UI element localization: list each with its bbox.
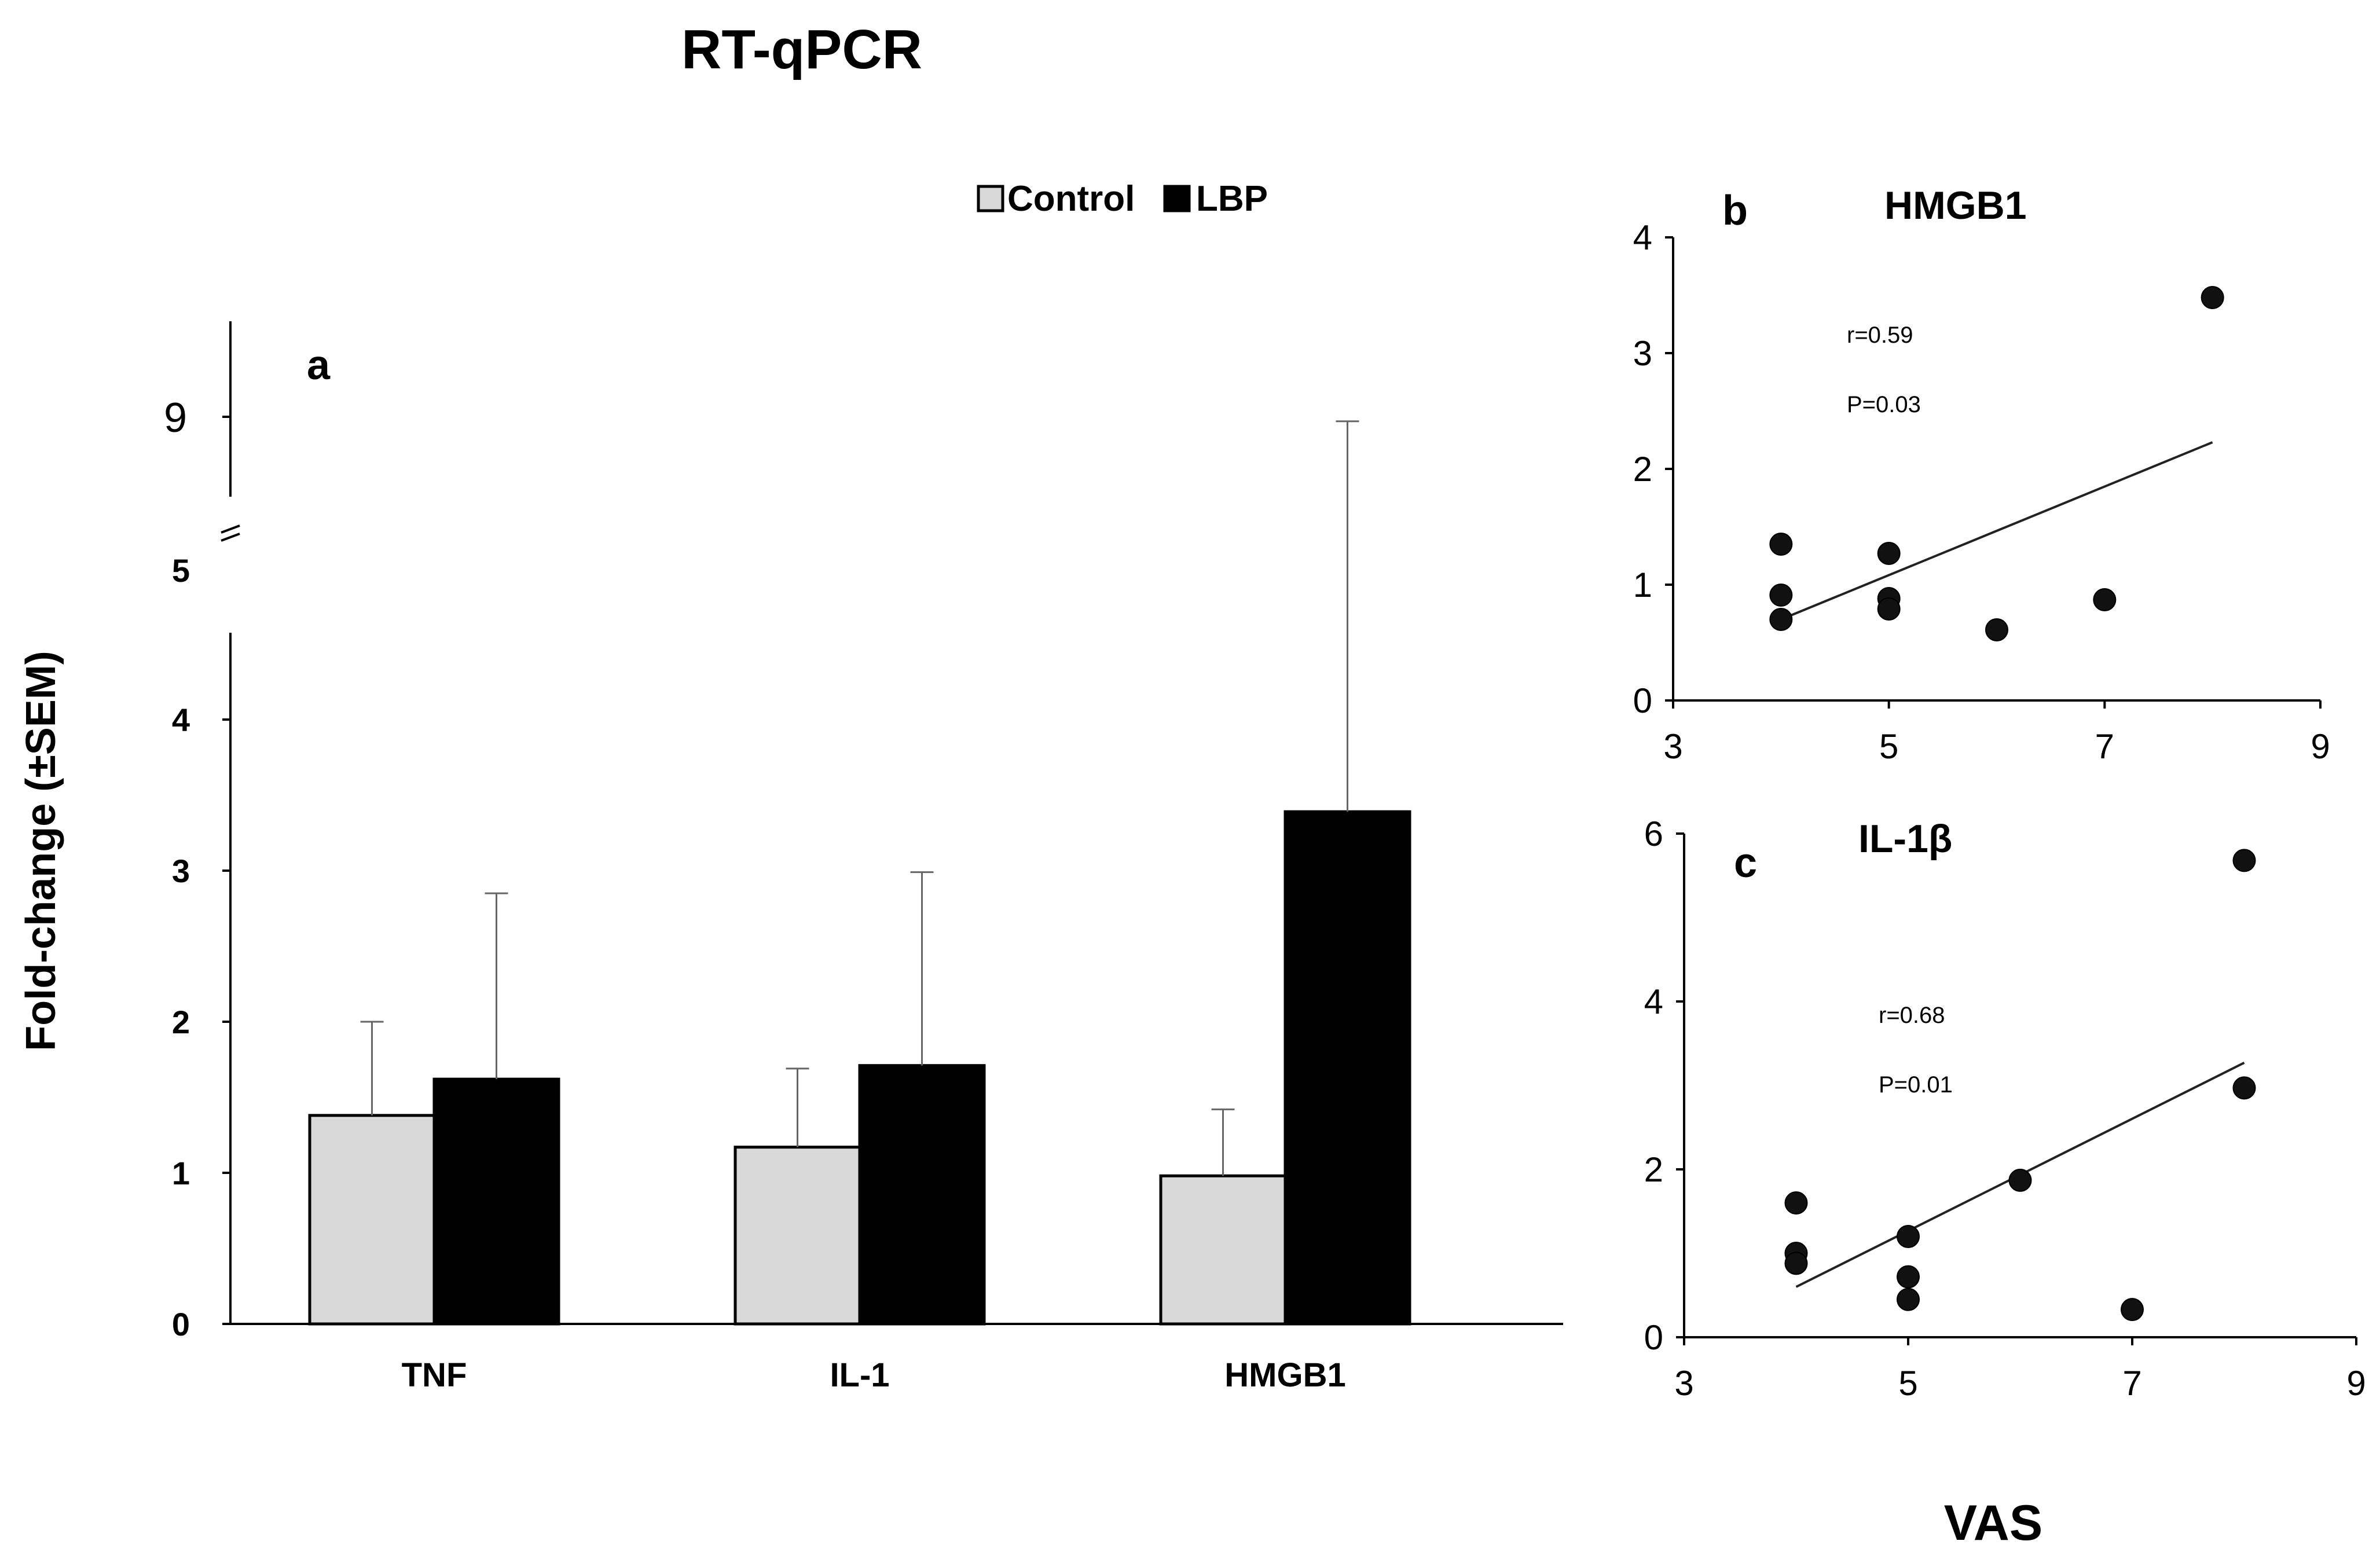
scatter-point — [1769, 533, 1793, 556]
legend: Control LBP — [977, 179, 1268, 219]
scatter-point — [1985, 618, 2008, 641]
scatter-title-hmgb1: HMGB1 — [1884, 184, 2027, 228]
scatter-point — [2201, 286, 2224, 309]
bar-chart-panel: a Fold-change (±SEM) 0 1 2 3 4 5 9 TNF IL-1 HMGB1… — [18, 179, 1563, 1394]
scatter-point — [1769, 584, 1793, 607]
scatter-point — [2232, 849, 2256, 872]
scatter-point — [2121, 1298, 2144, 1322]
y-tick-label: 0 — [172, 1306, 190, 1342]
y-tick-label: 2 — [172, 1004, 190, 1040]
scatter-x-tick-label: 9 — [2311, 727, 2330, 766]
x-axis-label-vas: VAS — [1944, 1495, 2042, 1551]
x-category-label: HMGB1 — [1224, 1356, 1345, 1394]
scatter-y-tick-label: 2 — [1633, 450, 1652, 489]
panel-label-a: a — [307, 342, 331, 388]
scatter-y-tick-label: 2 — [1644, 1150, 1663, 1189]
bar-series — [308, 420, 1411, 1326]
scatter-point — [1769, 608, 1793, 631]
scatter-title-il1b: IL-1β — [1858, 817, 1952, 861]
legend-label-control: Control — [1007, 179, 1135, 219]
stat-r-hmgb1: r=0.59 — [1847, 322, 1913, 348]
scatter-point — [2008, 1168, 2032, 1192]
bar-control-hmgb1 — [1159, 1174, 1287, 1326]
scatter-panel-hmgb1: b HMGB1 r=0.59 P=0.03 0 1 2 3 4 3 5 7 9 — [1633, 184, 2330, 766]
scatter-point — [1897, 1287, 1920, 1311]
y-tick-label: 4 — [172, 702, 190, 738]
scatter-x-tick-label: 7 — [2122, 1364, 2141, 1403]
bar-lbp-tnf — [432, 1077, 560, 1326]
scatter-point — [1784, 1252, 1808, 1275]
legend-label-lbp: LBP — [1196, 179, 1268, 219]
x-category-label: IL-1 — [830, 1356, 889, 1394]
axis-break-mark — [221, 524, 240, 534]
scatter-x-tick-label: 9 — [2346, 1364, 2366, 1403]
stat-p-il1b: P=0.01 — [1879, 1072, 1953, 1098]
legend-swatch-control — [977, 185, 1004, 212]
scatter-y-tick-label: 6 — [1644, 814, 1663, 853]
bar-lbp-il-1 — [858, 1064, 986, 1326]
bar-lbp-hmgb1 — [1283, 810, 1411, 1326]
scatter-x-tick-label: 5 — [1898, 1364, 1917, 1403]
scatter-y-tick-label: 4 — [1644, 982, 1663, 1021]
scatter-y-tick-label: 0 — [1644, 1318, 1663, 1357]
bar-control-tnf — [308, 1114, 436, 1326]
legend-swatch-lbp — [1163, 185, 1191, 212]
scatter-point — [2232, 1076, 2256, 1100]
stat-p-hmgb1: P=0.03 — [1847, 392, 1921, 417]
y-tick-label: 1 — [172, 1155, 190, 1191]
scatter-y-tick-label: 0 — [1633, 681, 1652, 720]
y-tick-label: 3 — [172, 853, 190, 889]
scatter-x-tick-label: 3 — [1663, 727, 1682, 766]
x-category-label: TNF — [402, 1356, 467, 1394]
scatter-y-tick-label: 3 — [1633, 334, 1652, 373]
scatter-point — [1784, 1191, 1808, 1215]
scatter-panel-il1b: c IL-1β r=0.68 P=0.01 0 2 4 6 3 5 7 9 — [1644, 814, 2366, 1403]
scatter-point — [1877, 542, 1901, 565]
scatter-point — [1877, 597, 1901, 621]
scatter-point — [1897, 1225, 1920, 1248]
scatter-x-tick-label: 3 — [1674, 1364, 1693, 1403]
bar-axes: 0 1 2 3 4 5 9 TNF IL-1 HMGB1 — [164, 321, 1563, 1394]
figure-title: RT-qPCR — [681, 19, 922, 80]
panel-label-c: c — [1734, 840, 1757, 886]
scatter-point — [2093, 588, 2117, 611]
bar-control-il-1 — [734, 1146, 861, 1326]
scatter-point — [1897, 1265, 1920, 1289]
scatter-x-tick-label: 5 — [1879, 727, 1898, 766]
y-tick-label: 5 — [172, 552, 190, 589]
scatter-y-tick-label: 4 — [1633, 218, 1652, 257]
y-tick-label: 9 — [164, 395, 187, 441]
trendline — [1780, 441, 2213, 621]
stat-r-il1b: r=0.68 — [1879, 1003, 1945, 1028]
scatter-x-tick-label: 7 — [2095, 727, 2114, 766]
scatter-plot-hmgb1: 0 1 2 3 4 3 5 7 9 — [1633, 218, 2330, 766]
scatter-plot-il1b: 0 2 4 6 3 5 7 9 — [1644, 814, 2366, 1403]
scatter-y-tick-label: 1 — [1633, 566, 1652, 604]
axis-break-mark — [221, 533, 240, 542]
panel-label-b: b — [1722, 188, 1748, 234]
y-axis-label: Fold-change (±SEM) — [18, 651, 64, 1051]
